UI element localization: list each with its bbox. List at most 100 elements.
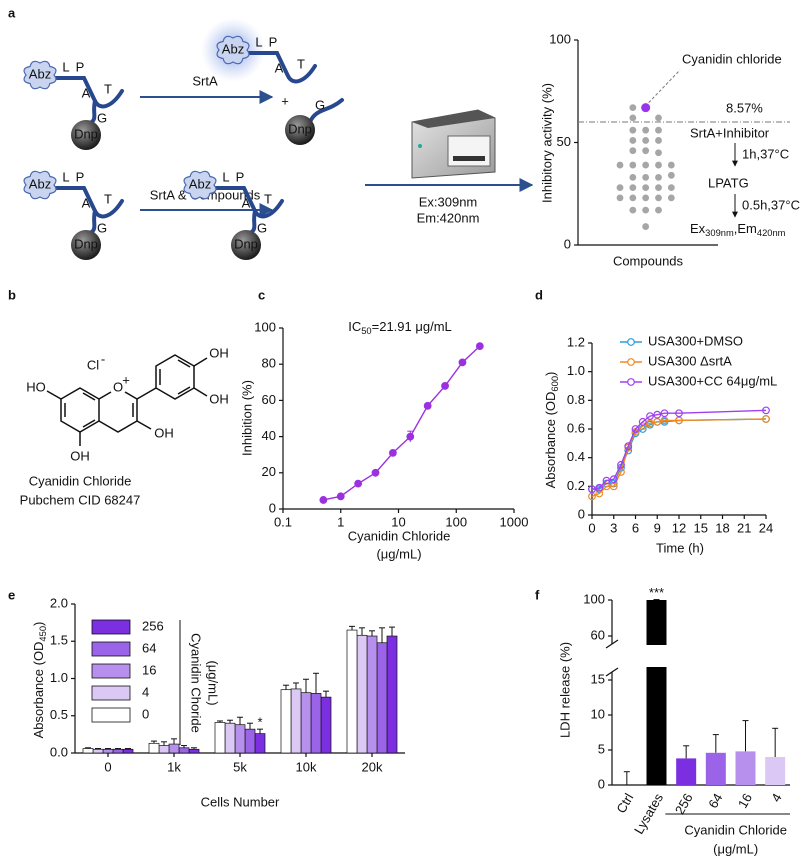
threshold-label: 8.57% bbox=[726, 100, 763, 115]
x-tick-label: 16 bbox=[735, 791, 755, 811]
y-tick-label: 60 bbox=[591, 627, 605, 642]
y-tick-label: 100 bbox=[254, 319, 276, 334]
point bbox=[655, 114, 662, 122]
point bbox=[646, 412, 654, 421]
point bbox=[642, 147, 650, 155]
y-tick-label: 100 bbox=[549, 31, 571, 46]
point bbox=[371, 468, 380, 477]
step-label: SrtA bbox=[192, 73, 218, 88]
x-tick-label: 21 bbox=[737, 520, 751, 535]
peptide-chain bbox=[248, 209, 257, 235]
point bbox=[653, 410, 662, 419]
quencher-ball bbox=[285, 115, 315, 145]
x-tick-label: 1000 bbox=[500, 514, 529, 529]
atom-label: OH bbox=[209, 345, 229, 360]
quencher-label: Dnp bbox=[288, 121, 312, 136]
compound-id: Pubchem CID 68247 bbox=[20, 492, 141, 507]
donor-cloud bbox=[23, 60, 57, 90]
readout: Ex309nm,Em420nm bbox=[690, 221, 786, 238]
y-axis-label: Absorbance (OD600) bbox=[543, 372, 560, 489]
residue-label: T bbox=[104, 191, 112, 206]
point bbox=[319, 496, 328, 504]
charge: - bbox=[101, 351, 105, 366]
point bbox=[642, 126, 650, 134]
donor-label: Abz bbox=[189, 176, 211, 191]
point bbox=[667, 194, 675, 202]
leader-line bbox=[648, 69, 681, 103]
y-tick-label: 100 bbox=[583, 591, 605, 606]
donor-label: Abz bbox=[222, 41, 244, 56]
x-axis-label: Cells Number bbox=[201, 794, 280, 809]
y-tick-label: 50 bbox=[557, 134, 571, 149]
legend-label: 4 bbox=[142, 684, 149, 699]
y-tick-label: 0.2 bbox=[567, 478, 585, 493]
point bbox=[624, 442, 633, 451]
point bbox=[667, 184, 675, 192]
quencher-label: Dnp bbox=[234, 236, 258, 251]
point bbox=[655, 126, 662, 134]
donor-cloud bbox=[216, 35, 250, 65]
bar bbox=[244, 728, 256, 754]
point bbox=[762, 415, 770, 423]
y-tick-label: 40 bbox=[262, 428, 276, 443]
x-tick-label: Ctrl bbox=[613, 791, 636, 816]
point bbox=[629, 194, 637, 202]
legend-label: USA300+CC 64μg/mL bbox=[648, 373, 777, 388]
highlight-label: Cyanidin chloride bbox=[682, 51, 782, 66]
point bbox=[354, 479, 363, 488]
bar bbox=[92, 748, 104, 754]
point bbox=[609, 475, 618, 484]
legend-swatch bbox=[91, 619, 131, 635]
atom-label: OH bbox=[154, 425, 174, 440]
bar bbox=[158, 745, 170, 754]
bar bbox=[290, 688, 302, 754]
point bbox=[655, 173, 662, 181]
bar bbox=[735, 751, 756, 785]
panel-label: c bbox=[258, 287, 265, 302]
y-tick-label: 0 bbox=[269, 500, 276, 515]
quencher-ball bbox=[71, 230, 101, 260]
bar bbox=[676, 758, 697, 785]
y-axis-label-part: 600 bbox=[550, 376, 560, 392]
residue-label: G bbox=[97, 110, 107, 125]
residue-label: T bbox=[104, 81, 112, 96]
point bbox=[631, 425, 640, 433]
x-tick-label: 20k bbox=[362, 759, 383, 774]
point bbox=[629, 147, 637, 155]
y-tick-label: 60 bbox=[262, 392, 276, 407]
x-axis-label: Time (h) bbox=[656, 540, 704, 555]
point bbox=[629, 173, 637, 181]
point bbox=[629, 137, 637, 144]
legend-swatch bbox=[91, 685, 131, 701]
legend-label: 256 bbox=[142, 618, 164, 633]
x-tick-label: 10k bbox=[296, 759, 317, 774]
point bbox=[675, 409, 683, 418]
y-axis-label-part: ) bbox=[31, 622, 46, 626]
quencher-label: Dnp bbox=[74, 236, 98, 251]
residue-label: P bbox=[236, 169, 245, 184]
peptide-chain bbox=[88, 99, 97, 125]
bar bbox=[646, 600, 667, 785]
legend-swatch bbox=[91, 663, 131, 679]
readout-part: ,Em bbox=[734, 221, 757, 236]
group-label: (μg/mL) bbox=[713, 841, 758, 856]
x-tick-label: 24 bbox=[759, 520, 773, 535]
donor-cloud bbox=[23, 170, 57, 200]
legend-label: 16 bbox=[142, 662, 156, 677]
y-tick-label: 10 bbox=[591, 706, 605, 721]
readout-part: 309nm bbox=[705, 228, 734, 238]
residue-label: A bbox=[275, 60, 284, 75]
point bbox=[762, 406, 770, 415]
y-tick-label: 0 bbox=[578, 506, 585, 521]
y-tick-label: 15 bbox=[591, 671, 605, 686]
bar bbox=[234, 724, 246, 754]
group-label: Cyanidin Chloride bbox=[684, 822, 787, 837]
point bbox=[655, 161, 662, 169]
peptide-chain bbox=[212, 186, 284, 219]
y-tick-label: 0.5 bbox=[50, 707, 68, 722]
bar bbox=[320, 696, 332, 754]
bar bbox=[224, 722, 236, 754]
y-axis-label-part: Absorbance (OD bbox=[31, 642, 46, 739]
donor-label: Abz bbox=[29, 176, 51, 191]
y-axis-label: Absorbance (OD450) bbox=[31, 622, 48, 739]
